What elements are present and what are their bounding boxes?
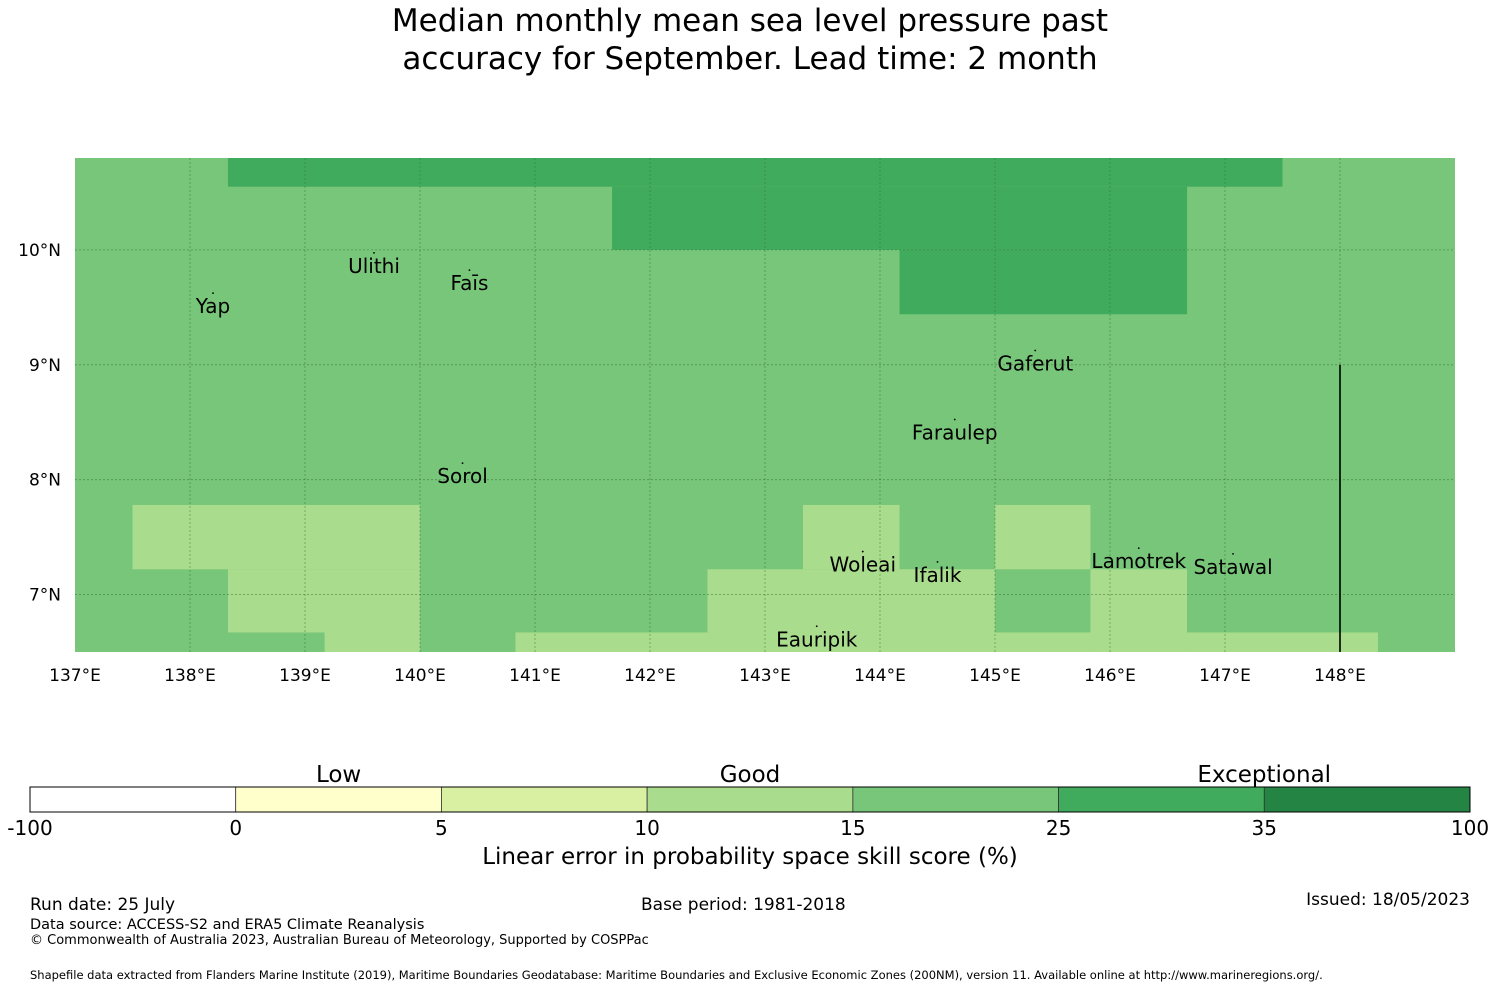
colorbar: -100 0 5 10 15 25 35 100 Low Good Exceptional xyxy=(7,762,1489,840)
colorbar-segment xyxy=(235,786,442,813)
place-label-ulithi: Ulithi xyxy=(348,254,400,278)
place-label-lamotrek: Lamotrek xyxy=(1091,549,1186,573)
place-labels: Ulithi Faīs Yap Gaferut Faraulep Sorol Woleai L… xyxy=(195,251,1273,651)
colorbar-tick-label: 15 xyxy=(840,816,865,840)
skill-cell-2 xyxy=(612,186,1188,250)
issued-date: Issued: 18/05/2023 xyxy=(1306,890,1470,910)
skill-cell-7 xyxy=(802,504,900,570)
skill-cell-4 xyxy=(132,504,420,570)
lon-tick-label: 137°E xyxy=(49,666,101,686)
colorbar-segment xyxy=(29,786,237,813)
skill-cell-12 xyxy=(1187,632,1378,652)
title-line-2: accuracy for September. Lead time: 2 mon… xyxy=(402,41,1098,77)
title-line-1: Median monthly mean sea level pressure p… xyxy=(391,3,1109,39)
place-label-yap: Yap xyxy=(195,294,230,318)
island-marker xyxy=(212,292,214,294)
colorbar-segment xyxy=(441,786,648,813)
lat-tick-label: 9°N xyxy=(29,356,61,376)
colorbar-tick-label: 25 xyxy=(1046,816,1071,840)
island-marker xyxy=(1034,349,1037,352)
place-label-sorol: Sorol xyxy=(437,464,488,488)
colorbar-frame xyxy=(29,786,1471,813)
lon-tick-label: 143°E xyxy=(739,666,791,686)
skill-cell-11 xyxy=(515,632,1091,652)
place-label-ifalik: Ifalik xyxy=(914,563,962,587)
skill-cell-9 xyxy=(707,569,995,633)
island-marker xyxy=(815,625,818,628)
colorbar-tick-label: 100 xyxy=(1451,816,1489,840)
map-axes: 137°E 138°E 139°E 140°E 141°E 142°E 143°E 144°E… xyxy=(18,241,1366,686)
lon-tick-label: 147°E xyxy=(1199,666,1251,686)
island-marker xyxy=(468,269,471,272)
lon-tick-label: 145°E xyxy=(969,666,1021,686)
place-label-satawal: Satawal xyxy=(1193,555,1272,579)
colorbar-tick-label: 35 xyxy=(1252,816,1277,840)
lon-tick-label: 148°E xyxy=(1314,666,1366,686)
colorbar-segment xyxy=(1263,786,1471,813)
skill-cell-3 xyxy=(899,249,1188,315)
lat-tick-label: 7°N xyxy=(29,586,61,606)
lon-tick-label: 138°E xyxy=(164,666,216,686)
skill-cell-6 xyxy=(324,632,420,652)
shapefile-credit: Shapefile data extracted from Flanders M… xyxy=(30,968,1323,982)
skill-category-good: Good xyxy=(720,762,781,788)
island-marker xyxy=(936,561,939,563)
chart-title: Median monthly mean sea level pressure p… xyxy=(0,2,1500,78)
colorbar-tick-label: 5 xyxy=(435,816,448,840)
lat-tick-label: 10°N xyxy=(18,241,61,261)
colorbar-segment xyxy=(852,786,1059,813)
copyright: © Commonwealth of Australia 2023, Austra… xyxy=(30,933,649,948)
place-label-eauripik: Eauripik xyxy=(776,627,858,651)
lon-tick-label: 140°E xyxy=(394,666,446,686)
colorbar-segment xyxy=(1058,786,1265,813)
place-label-gaferut: Gaferut xyxy=(997,352,1073,376)
island-marker xyxy=(461,462,464,465)
skill-category-low: Low xyxy=(316,762,361,788)
base-period: Base period: 1981-2018 xyxy=(641,895,846,915)
island-marker xyxy=(861,550,864,553)
lon-tick-label: 146°E xyxy=(1084,666,1136,686)
data-source: Data source: ACCESS-S2 and ERA5 Climate … xyxy=(30,917,425,933)
colorbar-tick-label: 10 xyxy=(634,816,659,840)
place-label-faraulep: Faraulep xyxy=(912,420,998,444)
skill-cell-10 xyxy=(1090,569,1188,652)
island-marker xyxy=(1232,552,1234,555)
colorbar-tick-label: -100 xyxy=(7,816,52,840)
place-label-woleai: Woleai xyxy=(829,553,896,577)
skill-category-exceptional: Exceptional xyxy=(1197,762,1331,788)
run-date: Run date: 25 July xyxy=(30,895,176,915)
skill-cell-1 xyxy=(227,158,1283,187)
island-marker xyxy=(953,418,956,421)
skill-cell-5 xyxy=(227,569,420,633)
island-marker xyxy=(373,251,375,254)
map-gridlines xyxy=(75,158,1455,652)
lon-tick-label: 144°E xyxy=(854,666,906,686)
lon-tick-label: 142°E xyxy=(624,666,676,686)
lat-tick-label: 8°N xyxy=(29,471,61,491)
lon-tick-label: 141°E xyxy=(509,666,561,686)
colorbar-segment xyxy=(646,786,854,813)
skill-cell-8 xyxy=(995,504,1091,570)
place-label-fas: Faīs xyxy=(450,271,488,295)
skill-cells xyxy=(132,158,1378,652)
island-marker xyxy=(1137,547,1140,550)
lon-tick-label: 139°E xyxy=(279,666,331,686)
colorbar-tick-label: 0 xyxy=(229,816,242,840)
colorbar-label: Linear error in probability space skill … xyxy=(482,844,1018,870)
